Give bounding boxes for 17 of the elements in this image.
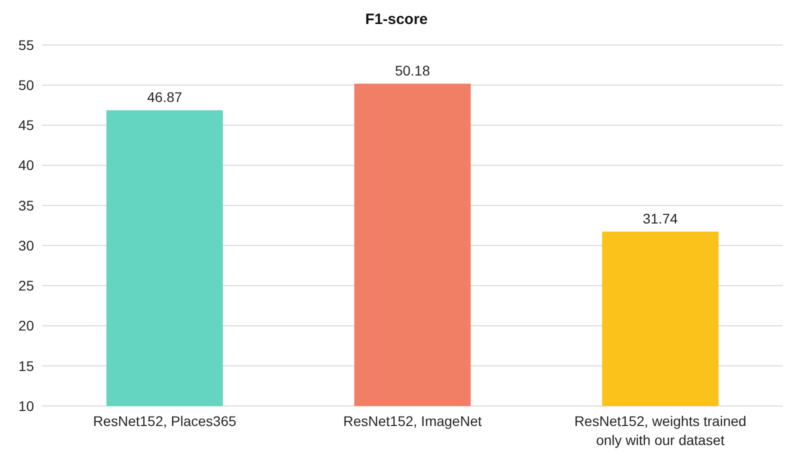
x-tick-label: ResNet152, weights trained only with our dataset xyxy=(574,413,746,448)
y-tick-label: 55 xyxy=(18,36,34,53)
y-tick-label: 15 xyxy=(18,358,34,374)
y-tick-label: 20 xyxy=(18,318,34,334)
y-tick-label: 35 xyxy=(18,197,34,214)
y-tick-label: 40 xyxy=(18,157,34,174)
x-tick-label: ResNet152, ImageNet xyxy=(343,413,482,429)
data-label: 46.87 xyxy=(147,89,182,106)
chart-title: F1-score xyxy=(365,11,428,28)
y-tick-label: 25 xyxy=(18,278,34,294)
data-label: 50.18 xyxy=(394,62,430,79)
y-tick-label: 50 xyxy=(18,77,34,94)
y-tick-label: 30 xyxy=(18,237,34,254)
data-label: 31.74 xyxy=(642,210,678,227)
y-tick-label: 10 xyxy=(18,398,34,414)
x-tick-label: ResNet152, Places365 xyxy=(93,413,236,429)
y-tick-label: 45 xyxy=(18,117,34,134)
